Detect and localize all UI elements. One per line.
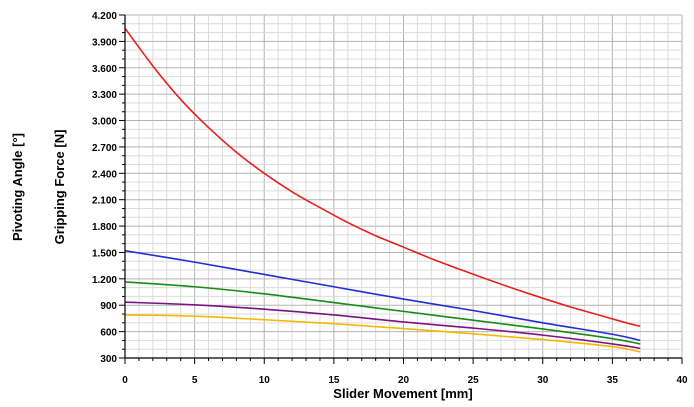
x-tick-label: 15 (328, 375, 340, 386)
x-tick-label: 30 (537, 375, 549, 386)
x-tick-label: 35 (607, 375, 619, 386)
x-axis-label: Slider Movement [mm] (333, 386, 472, 401)
x-tick-label: 25 (468, 375, 480, 386)
series-line-2 (124, 249, 641, 342)
y-tick-label: 1.200 (92, 275, 117, 286)
y-tick-label: 1.800 (92, 222, 117, 233)
y-tick-label: 4.200 (92, 11, 117, 22)
y-tick-label: 3.900 (92, 37, 117, 48)
series-line-5 (124, 314, 641, 353)
tick-labels: 0 5 10 15 20 25 30 35 40 300 600 900 1.200 1.500 1.800… (92, 11, 688, 386)
y2-axis-label: Pivoting Angle [°] (10, 133, 25, 241)
axes (119, 14, 683, 364)
x-tick-label: 5 (192, 375, 198, 386)
y-tick-label: 2.400 (92, 169, 117, 180)
series-line-4 (124, 301, 641, 350)
y-tick-label: 600 (100, 328, 117, 339)
y-tick-label: 900 (100, 301, 117, 312)
y-tick-label: 2.100 (92, 196, 117, 207)
series-line-3 (124, 281, 641, 345)
series-lines (124, 27, 641, 353)
x-tick-label: 20 (398, 375, 410, 386)
y-tick-label: 300 (100, 354, 117, 365)
y-tick-label: 3.600 (92, 64, 117, 75)
x-tick-label: 0 (122, 375, 128, 386)
x-tick-label: 10 (259, 375, 271, 386)
y-axis-label: Gripping Force [N] (52, 130, 67, 245)
y-tick-label: 1.500 (92, 248, 117, 259)
y-tick-label: 3.300 (92, 90, 117, 101)
x-tick-label: 40 (676, 375, 688, 386)
y-tick-label: 2.700 (92, 143, 117, 154)
y-tick-label: 3.000 (92, 117, 117, 128)
series-line-1 (124, 27, 641, 328)
grid (124, 14, 683, 359)
